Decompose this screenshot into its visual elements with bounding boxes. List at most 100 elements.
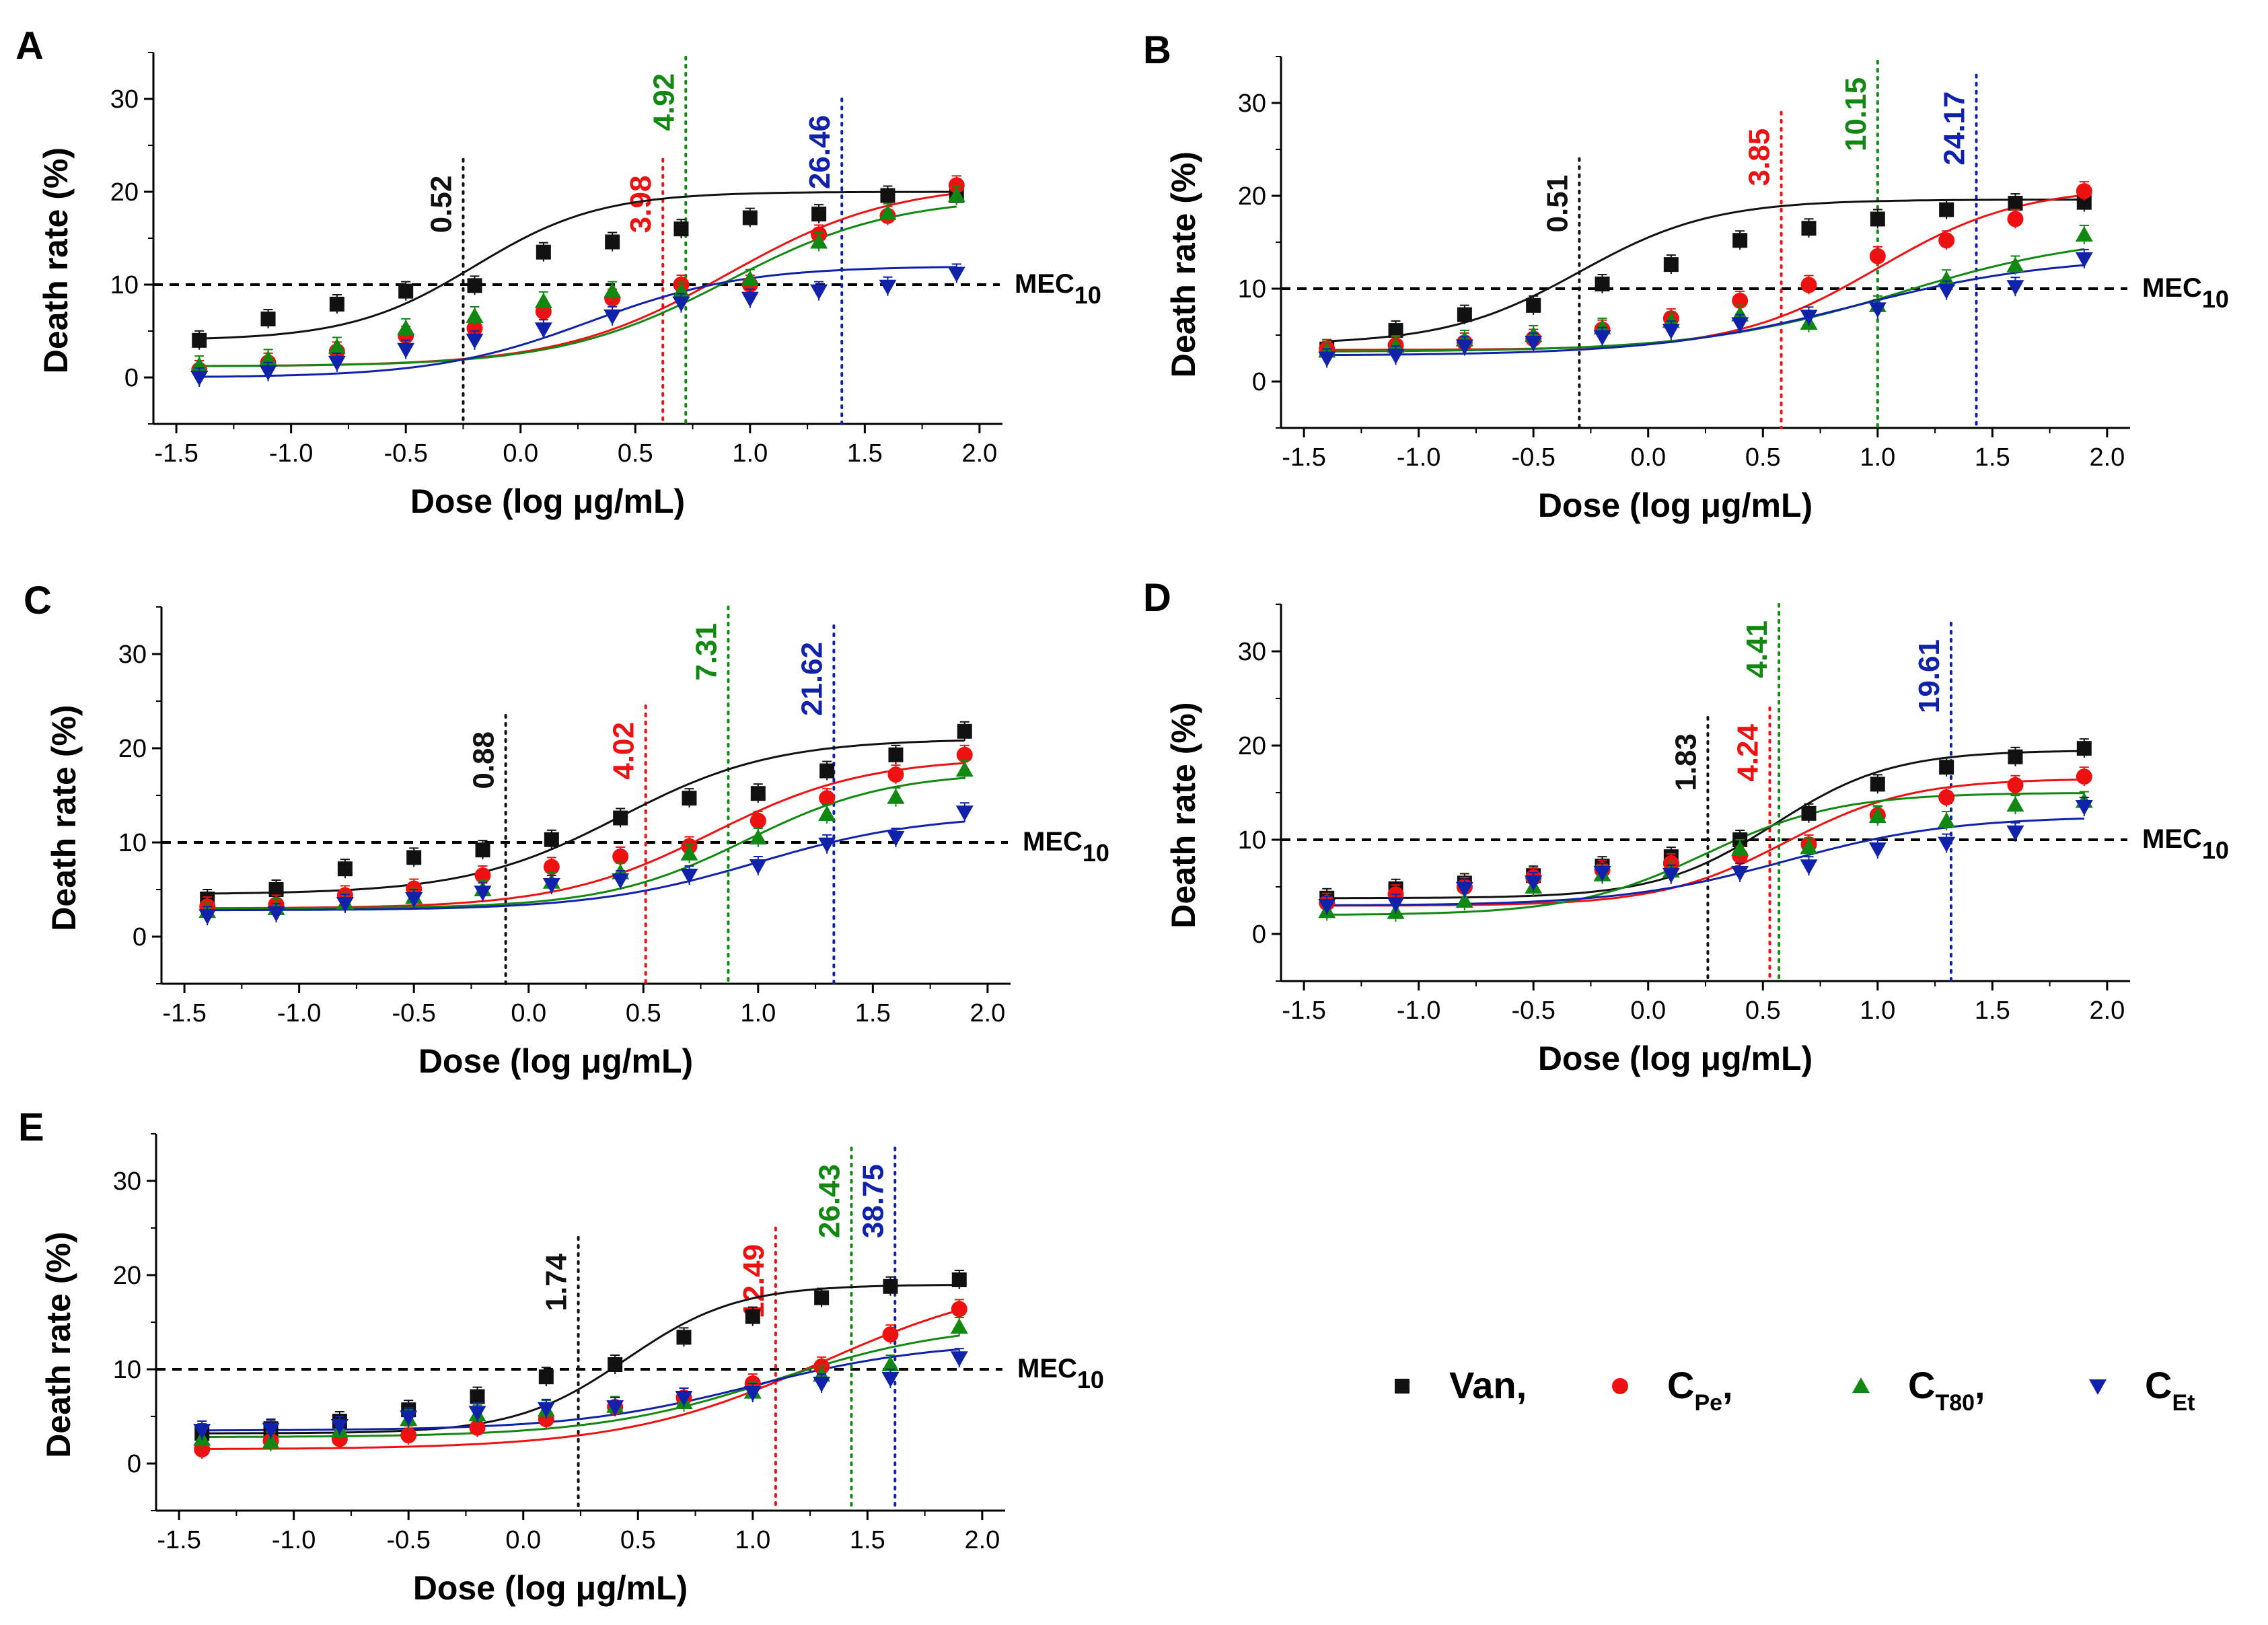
- data-point-pe: [882, 1326, 899, 1343]
- fit-curve-van: [207, 739, 965, 895]
- data-point-et: [743, 1386, 762, 1402]
- legend-item-et: CEt: [2089, 1364, 2195, 1416]
- x-axis-title: Dose (log μg/mL): [410, 482, 685, 520]
- fit-curve-van: [202, 1284, 959, 1435]
- mec10-subscript: 10: [1083, 839, 1109, 867]
- data-point-t80: [1455, 892, 1473, 908]
- data-point-et: [1800, 859, 1818, 875]
- data-point-et: [1662, 324, 1680, 340]
- y-axis-title: Death rate (%): [1165, 702, 1202, 929]
- data-point-et: [1525, 336, 1543, 352]
- data-point-pe: [466, 320, 483, 336]
- data-point-van: [951, 1272, 967, 1287]
- data-point-pe: [1938, 232, 1955, 249]
- x-tick-label: 1.0: [1860, 997, 1895, 1025]
- data-point-van: [676, 1330, 692, 1345]
- ec-marker-label: 19.61: [1913, 639, 1946, 713]
- data-point-van: [1595, 277, 1610, 292]
- y-tick-label: 10: [118, 829, 147, 857]
- mec10-subscript: 10: [2202, 836, 2229, 864]
- y-tick-label: 20: [110, 178, 139, 207]
- y-tick-label: 0: [127, 1450, 141, 1478]
- data-point-et: [466, 333, 484, 349]
- legend-label-sub: T80: [1935, 1390, 1975, 1416]
- data-point-pe: [1869, 248, 1886, 264]
- data-point-van: [536, 244, 551, 260]
- data-point-et: [818, 837, 836, 853]
- legend-label-main: C: [1667, 1364, 1694, 1406]
- data-point-pe: [948, 177, 965, 194]
- x-tick-label: 1.5: [1975, 997, 2010, 1025]
- data-point-t80: [2006, 796, 2024, 812]
- data-point-van: [470, 1389, 485, 1404]
- data-point-van: [538, 1369, 554, 1385]
- data-point-t80: [466, 307, 484, 323]
- data-point-t80: [1938, 812, 1956, 828]
- data-point-pe: [612, 848, 629, 865]
- x-tick-label: 1.5: [847, 439, 883, 468]
- data-point-van: [1663, 257, 1679, 273]
- panel-letter: C: [24, 579, 52, 622]
- ec-marker-label: 0.52: [425, 176, 458, 233]
- mec10-subscript: 10: [1077, 1366, 1104, 1394]
- data-point-et: [680, 869, 698, 884]
- legend-marker: [1612, 1378, 1628, 1394]
- x-tick-label: -1.0: [1397, 443, 1440, 472]
- x-tick-label: 1.5: [850, 1526, 885, 1554]
- x-tick-label: -0.5: [1511, 443, 1555, 472]
- data-point-et: [190, 371, 209, 386]
- data-point-van: [613, 810, 628, 826]
- data-point-et: [468, 1406, 486, 1422]
- data-point-van: [682, 791, 697, 806]
- fit-curve-et: [199, 266, 957, 378]
- y-tick-label: 20: [1238, 732, 1266, 760]
- data-point-et: [474, 886, 492, 902]
- x-tick-label: 1.0: [732, 439, 768, 468]
- x-tick-label: 1.0: [735, 1526, 770, 1554]
- data-point-et: [612, 873, 630, 889]
- data-point-t80: [2006, 256, 2024, 273]
- x-tick-label: 0.5: [626, 999, 661, 1027]
- data-point-van: [260, 312, 276, 327]
- legend-item-t80: CT80,: [1852, 1364, 1985, 1416]
- data-point-et: [397, 342, 415, 359]
- y-tick-label: 20: [113, 1262, 141, 1290]
- data-point-et: [198, 909, 217, 925]
- fit-curve-van: [1327, 198, 2084, 342]
- ec-marker-label: 21.62: [795, 642, 828, 716]
- data-point-et: [1525, 875, 1543, 891]
- ec-marker-label: 1.74: [540, 1253, 573, 1311]
- x-tick-label: 1.5: [855, 999, 891, 1027]
- data-point-van: [2076, 194, 2092, 210]
- data-point-et: [2006, 825, 2024, 841]
- x-tick-label: 2.0: [2089, 443, 2125, 472]
- data-point-et: [1318, 351, 1336, 367]
- y-tick-label: 0: [1252, 920, 1266, 949]
- legend-label-sub: Et: [2172, 1390, 2195, 1416]
- data-point-t80: [947, 186, 965, 203]
- ec-marker-label: 26.43: [813, 1164, 846, 1238]
- legend-label-main: Van: [1449, 1364, 1516, 1406]
- data-point-t80: [328, 338, 346, 354]
- data-point-et: [881, 1372, 900, 1387]
- data-point-t80: [262, 1433, 280, 1449]
- data-point-van: [2008, 749, 2023, 764]
- legend-marker: [1852, 1377, 1870, 1393]
- x-tick-label: 0.5: [620, 1526, 656, 1554]
- data-point-t80: [955, 761, 974, 777]
- mec10-subscript: 10: [2202, 285, 2229, 313]
- ec-marker-label: 3.98: [624, 176, 657, 233]
- data-point-van: [880, 188, 895, 203]
- ec-marker-label: 3.85: [1743, 129, 1776, 186]
- legend-item-van: Van,: [1395, 1364, 1527, 1406]
- data-point-pe: [819, 790, 836, 807]
- data-point-et: [741, 291, 759, 308]
- data-point-et: [879, 279, 897, 295]
- panel-letter: B: [1143, 28, 1171, 72]
- x-axis-title: Dose (log μg/mL): [418, 1042, 693, 1080]
- data-point-et: [336, 897, 354, 912]
- data-point-van: [329, 296, 344, 312]
- data-point-van: [475, 842, 490, 858]
- data-point-et: [259, 365, 277, 381]
- data-point-et: [267, 906, 285, 922]
